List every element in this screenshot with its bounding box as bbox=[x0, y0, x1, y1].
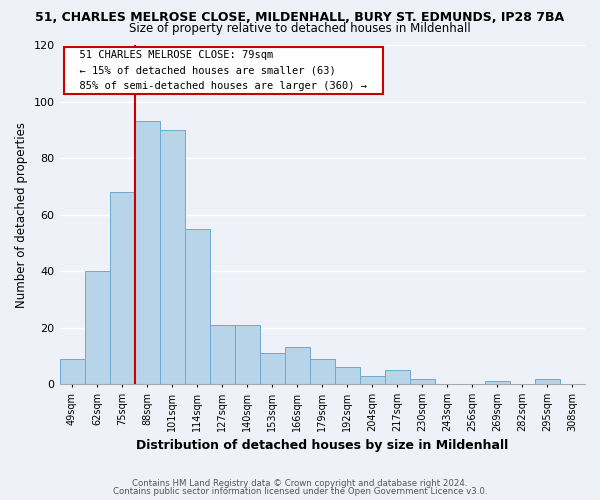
Bar bbox=[235, 325, 260, 384]
Bar bbox=[485, 382, 510, 384]
Bar bbox=[160, 130, 185, 384]
Text: 51 CHARLES MELROSE CLOSE: 79sqm  
  ← 15% of detached houses are smaller (63)  
: 51 CHARLES MELROSE CLOSE: 79sqm ← 15% of… bbox=[67, 50, 380, 92]
Bar bbox=[209, 325, 235, 384]
Bar bbox=[535, 378, 560, 384]
Bar bbox=[360, 376, 385, 384]
Bar bbox=[59, 358, 85, 384]
Text: Size of property relative to detached houses in Mildenhall: Size of property relative to detached ho… bbox=[129, 22, 471, 35]
X-axis label: Distribution of detached houses by size in Mildenhall: Distribution of detached houses by size … bbox=[136, 440, 508, 452]
Bar bbox=[385, 370, 410, 384]
Bar bbox=[134, 122, 160, 384]
Text: Contains HM Land Registry data © Crown copyright and database right 2024.: Contains HM Land Registry data © Crown c… bbox=[132, 479, 468, 488]
Bar bbox=[285, 348, 310, 384]
Bar bbox=[85, 271, 110, 384]
Y-axis label: Number of detached properties: Number of detached properties bbox=[15, 122, 28, 308]
Text: 51, CHARLES MELROSE CLOSE, MILDENHALL, BURY ST. EDMUNDS, IP28 7BA: 51, CHARLES MELROSE CLOSE, MILDENHALL, B… bbox=[35, 11, 565, 24]
Bar bbox=[110, 192, 134, 384]
Bar bbox=[310, 358, 335, 384]
Bar bbox=[335, 367, 360, 384]
Bar bbox=[410, 378, 435, 384]
Bar bbox=[260, 353, 285, 384]
Bar bbox=[185, 228, 209, 384]
Text: Contains public sector information licensed under the Open Government Licence v3: Contains public sector information licen… bbox=[113, 488, 487, 496]
